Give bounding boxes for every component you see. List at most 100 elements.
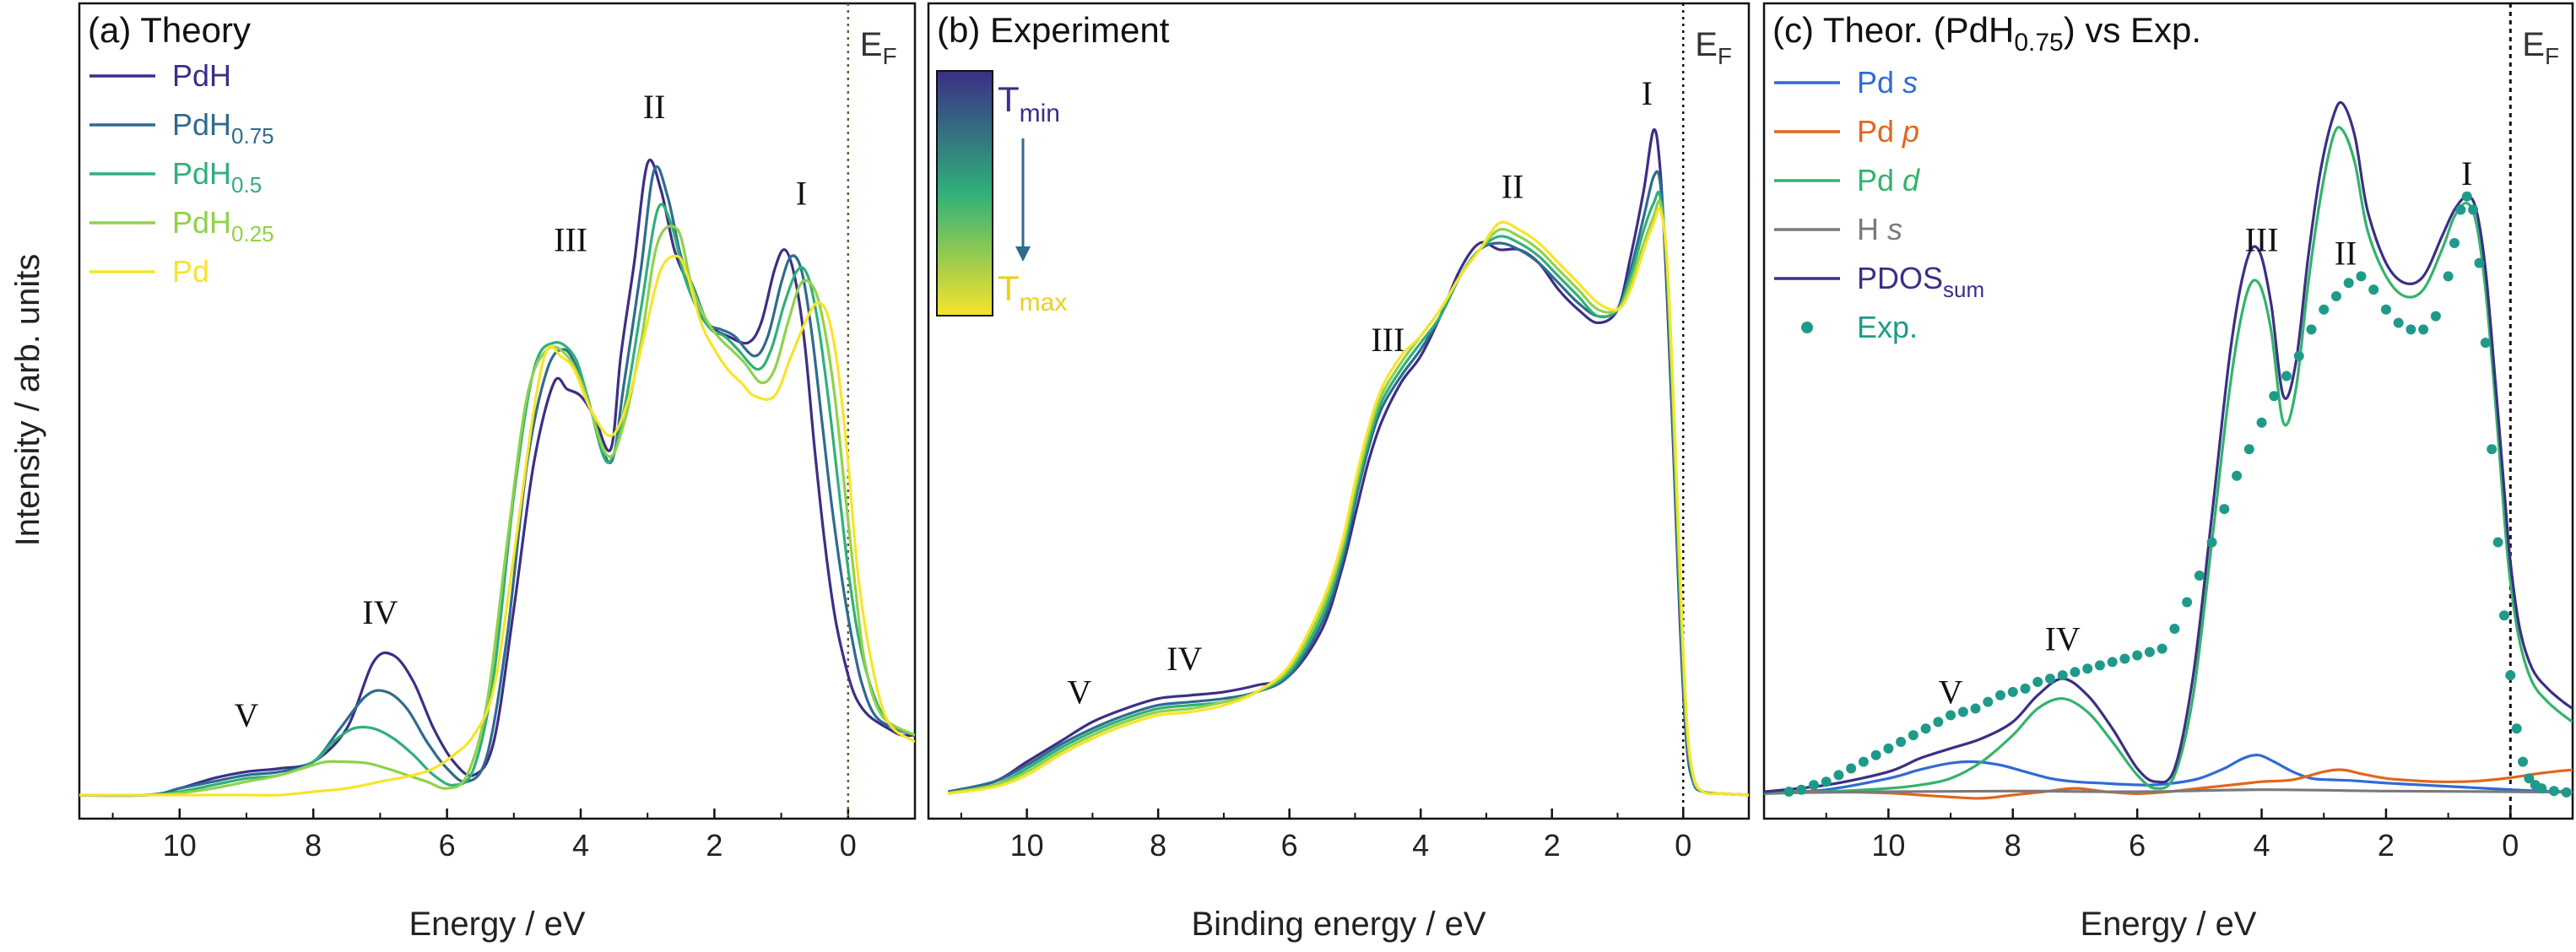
legend-label: Pd: [172, 254, 209, 289]
exp-data-point: [2319, 304, 2330, 315]
peak-label: III: [554, 221, 587, 259]
series-line-pdh0-25: [79, 224, 915, 797]
peak-label: V: [1939, 673, 1963, 711]
exp-data-point: [2561, 787, 2572, 798]
exp-data-point: [1995, 690, 2006, 700]
exp-data-point: [2243, 444, 2254, 455]
peak-label: I: [1642, 74, 1653, 112]
exp-data-point: [2548, 786, 2559, 797]
legend-label: Pd s: [1857, 65, 1918, 100]
exp-data-point: [1858, 756, 1869, 767]
legend-label: PdH0.25: [172, 205, 274, 246]
series-line-t5: [948, 207, 1749, 797]
legend-label: PdH0.75: [172, 107, 274, 149]
exp-data-point: [2219, 504, 2230, 515]
exp-data-point: [2511, 723, 2522, 734]
x-tick-label: 10: [1010, 828, 1044, 863]
exp-data-point: [2418, 324, 2429, 335]
legend-label: H s: [1857, 212, 1902, 246]
x-tick-label: 2: [706, 828, 722, 863]
exp-data-point: [1883, 743, 1894, 754]
panel-frame: [927, 2, 1751, 820]
exp-data-point: [1920, 723, 1931, 734]
exp-data-point: [2232, 470, 2243, 481]
x-tick-label: 2: [1544, 828, 1561, 863]
exp-data-point: [2082, 663, 2093, 674]
exp-data-point: [2487, 444, 2498, 455]
exp-data-point: [2157, 643, 2167, 654]
legend-label: Pd d: [1857, 163, 1920, 197]
exp-data-point: [2468, 204, 2479, 215]
fermi-level-label: EF: [1695, 26, 1732, 69]
series-line-pd-p: [1764, 768, 2573, 800]
exp-data-point: [2380, 304, 2391, 315]
x-tick-label: 6: [439, 828, 456, 863]
exp-data-point: [1896, 736, 1907, 747]
exp-data-point: [2492, 537, 2503, 548]
peak-label: I: [2461, 154, 2472, 192]
exp-data-point: [2281, 371, 2292, 381]
exp-data-point: [1833, 770, 1844, 781]
exp-data-point: [2536, 783, 2547, 794]
exp-data-point: [2368, 284, 2379, 295]
exp-data-point: [2343, 278, 2354, 289]
exp-data-point: [2094, 660, 2105, 671]
x-tick-label: 8: [305, 828, 322, 863]
exp-data-point: [2518, 756, 2529, 767]
fermi-level-label: EF: [860, 26, 897, 69]
fermi-level-label: EF: [2522, 26, 2559, 69]
legend-label: Pd p: [1857, 114, 1919, 149]
legend-swatch: [1801, 322, 1813, 333]
exp-data-point: [2057, 670, 2068, 681]
series-line-pd-s: [1764, 753, 2573, 795]
exp-data-point: [2119, 653, 2130, 664]
panel-title: (b) Experiment: [937, 10, 1170, 50]
panel-title: (a) Theory: [88, 10, 251, 50]
legend-label: PdH: [172, 58, 231, 93]
series-line-pd-d: [1764, 126, 2573, 795]
exp-data-point: [2480, 338, 2491, 349]
series-line-pdh0-5: [79, 203, 915, 797]
peak-label: III: [2245, 221, 2279, 259]
exp-data-point: [2044, 673, 2055, 684]
exp-data-point: [2455, 204, 2466, 215]
colorbar-top-label: Tmin: [998, 79, 1060, 127]
x-tick-label: 10: [1871, 828, 1905, 863]
exp-data-point: [2356, 271, 2367, 282]
series-line-pdh: [79, 159, 915, 798]
series-line-pdos-sum: [1764, 100, 2573, 793]
exp-data-point: [2070, 667, 2081, 678]
x-tick-label: 6: [2129, 828, 2146, 863]
exp-data-point: [2169, 624, 2180, 634]
exp-data-point: [2474, 257, 2485, 268]
exp-data-point: [2107, 657, 2118, 668]
exp-data-point: [1796, 784, 1807, 795]
x-axis-label: Binding energy / eV: [1191, 906, 1486, 943]
peak-label: V: [235, 696, 259, 734]
x-tick-label: 4: [572, 828, 589, 863]
colorbar-bottom-label: Tmax: [998, 268, 1067, 316]
peak-label: III: [1371, 321, 1404, 359]
exp-data-point: [2020, 683, 2031, 694]
exp-data-point: [2406, 324, 2416, 335]
exp-data-point: [2505, 670, 2516, 681]
colorbar-arrow-head: [1015, 246, 1031, 262]
exp-data-point: [2306, 324, 2317, 335]
exp-data-point: [2443, 271, 2454, 282]
peak-label: IV: [362, 593, 398, 631]
exp-data-point: [2524, 773, 2535, 784]
x-tick-label: 4: [1412, 828, 1429, 863]
panel-frame: [78, 2, 917, 820]
peak-label: II: [643, 88, 666, 126]
x-tick-label: 10: [163, 828, 197, 863]
x-tick-label: 6: [1281, 828, 1298, 863]
exp-data-point: [1983, 696, 1994, 707]
exp-data-point: [2293, 350, 2304, 361]
x-tick-label: 0: [840, 828, 857, 863]
peak-label: II: [2335, 234, 2357, 272]
exp-data-point: [2032, 677, 2043, 688]
